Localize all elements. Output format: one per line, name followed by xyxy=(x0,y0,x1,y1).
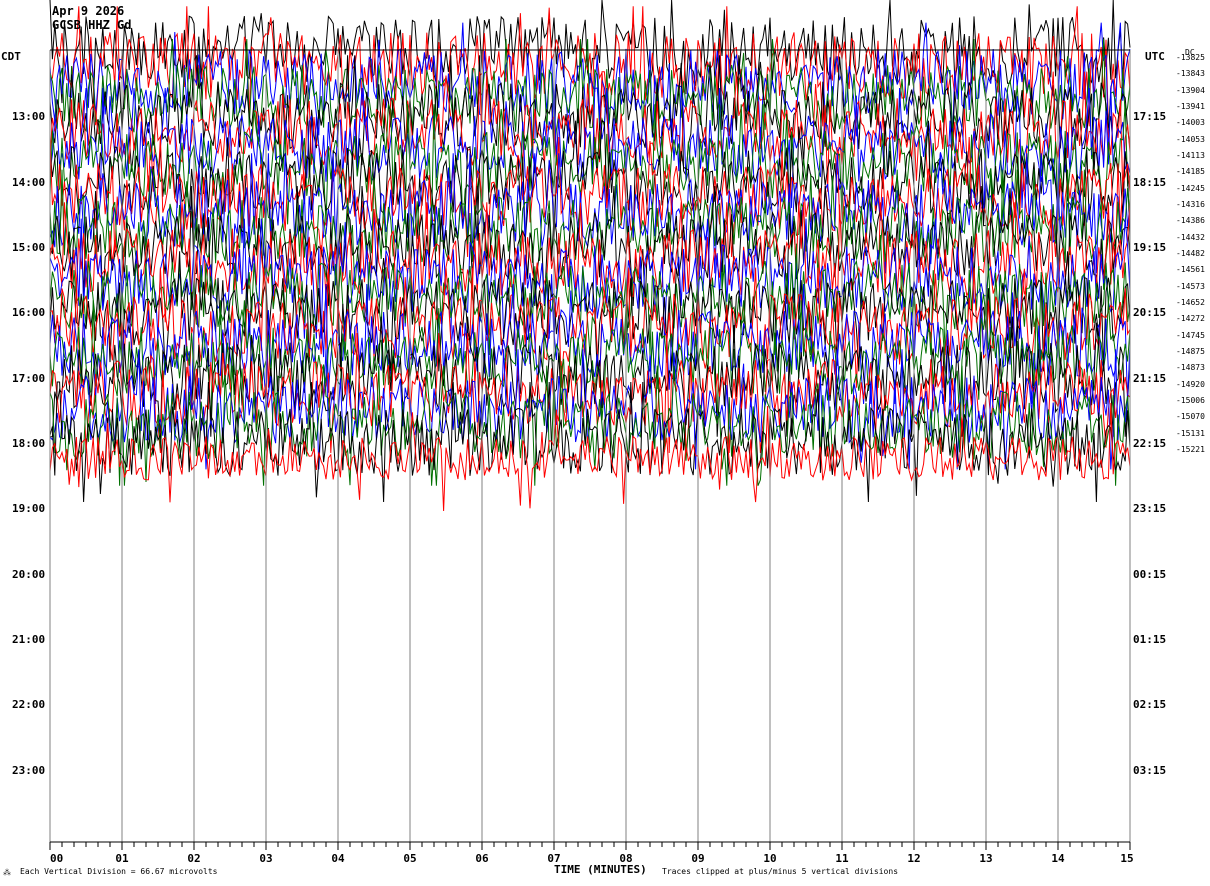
local-hour-label: 21:00 xyxy=(12,633,46,646)
dc-offset-label: -14573 xyxy=(1176,281,1205,291)
dc-offset-label: -14245 xyxy=(1176,183,1205,193)
x-tick-label: 08 xyxy=(619,852,632,865)
x-tick-label: 07 xyxy=(547,852,560,865)
station-channel: GCSB HHZ Gd xyxy=(52,18,132,32)
dc-offset-label: -14113 xyxy=(1176,151,1205,160)
trace-line xyxy=(49,349,1131,470)
trace-line xyxy=(49,251,1131,372)
utc-hour-label: 22:15 xyxy=(1133,437,1167,450)
seismic-traces xyxy=(49,0,1131,512)
trace-line xyxy=(49,71,1131,193)
x-tick-label: 05 xyxy=(403,852,416,865)
x-tick-label: 12 xyxy=(907,852,920,865)
x-tick-label: 09 xyxy=(691,852,704,865)
dc-offset-header: DC xyxy=(1185,48,1195,57)
utc-hour-label: 23:15 xyxy=(1133,502,1167,516)
dc-offset-label: -14272 xyxy=(1176,314,1205,324)
trace-line xyxy=(49,169,1131,290)
local-hour-label: 14:00 xyxy=(12,175,46,189)
dc-offset-label: -14652 xyxy=(1176,298,1205,307)
utc-hour-label: 17:15 xyxy=(1133,110,1167,124)
x-axis-title: TIME (MINUTES) xyxy=(554,863,647,876)
x-tick-label: 06 xyxy=(475,852,489,865)
dc-offset-label: -14482 xyxy=(1176,249,1205,258)
trace-line xyxy=(49,87,1131,209)
time-axis: 00 01 02 03 04 05 06 07 08 09 10 11 12 13 14 15 xyxy=(49,841,1134,865)
utc-hour-label: 18:15 xyxy=(1133,175,1167,189)
x-tick-label: 02 xyxy=(187,852,200,865)
local-hour-label: 19:00 xyxy=(12,502,46,516)
trace-line xyxy=(49,55,1131,178)
trace-line xyxy=(49,332,1131,454)
dc-offset-label: -14003 xyxy=(1176,118,1205,128)
dc-offset-label: -14053 xyxy=(1176,134,1205,144)
utc-hour-label: 00:15 xyxy=(1133,567,1167,581)
dc-offset-label: -14745 xyxy=(1176,330,1205,340)
dc-offset-label: -15070 xyxy=(1176,412,1205,422)
utc-hour-label: 01:15 xyxy=(1133,633,1167,646)
utc-hour-label: 20:15 xyxy=(1133,306,1167,320)
local-hour-label: 13:00 xyxy=(12,110,46,124)
dc-offset-label: -15131 xyxy=(1176,428,1205,438)
local-hour-label: 15:00 xyxy=(12,241,46,254)
clip-note: Traces clipped at plus/minus 5 vertical … xyxy=(662,867,899,876)
utc-timezone-label: UTC xyxy=(1145,50,1165,63)
dc-offset-label: -14386 xyxy=(1176,216,1205,226)
trace-line xyxy=(49,136,1131,258)
local-hour-label: 16:00 xyxy=(12,306,46,320)
utc-hour-label: 19:15 xyxy=(1133,241,1167,254)
vertical-division-note: Each Vertical Division = 66.67 microvolt… xyxy=(20,867,218,876)
trace-line xyxy=(49,234,1131,356)
local-hour-label: 20:00 xyxy=(12,567,46,581)
x-tick-label: 01 xyxy=(115,852,129,865)
dc-offset-label: -14185 xyxy=(1176,167,1205,177)
local-timezone-label: CDT xyxy=(1,50,21,63)
utc-hour-label: 21:15 xyxy=(1133,371,1167,385)
minute-gridlines xyxy=(49,49,1131,842)
dc-offset-label: -13843 xyxy=(1176,69,1205,79)
x-tick-label: 00 xyxy=(50,852,63,865)
trace-line xyxy=(49,365,1131,486)
dc-offset-label: -13941 xyxy=(1176,102,1205,111)
local-hour-label: 17:00 xyxy=(12,371,46,385)
dc-offset-label: -14920 xyxy=(1176,379,1205,389)
dc-offset-label: -13825 xyxy=(1176,53,1205,62)
trace-line xyxy=(49,185,1131,307)
utc-hour-label: 02:15 xyxy=(1133,698,1167,712)
dc-offset-label: -15006 xyxy=(1176,396,1205,405)
dc-offset-label: -15221 xyxy=(1176,445,1205,454)
x-tick-label: 04 xyxy=(331,852,345,865)
dc-offset-label: -14432 xyxy=(1176,232,1205,242)
dc-offset-label: -14873 xyxy=(1176,363,1205,373)
trace-line xyxy=(49,267,1131,388)
record-date: Apr 9 2026 xyxy=(52,4,125,18)
trace-line xyxy=(49,218,1131,339)
utc-hour-label: 03:15 xyxy=(1133,763,1167,777)
footer-marker: ⁂ xyxy=(3,868,11,877)
x-tick-label: 13 xyxy=(979,852,992,865)
local-hour-label: 23:00 xyxy=(12,763,46,777)
x-tick-label: 11 xyxy=(835,852,849,865)
dc-offset-label: -14316 xyxy=(1176,200,1205,209)
x-tick-label: 14 xyxy=(1051,852,1065,865)
dc-offset-label: -14561 xyxy=(1176,265,1205,275)
x-tick-label: 15 xyxy=(1120,852,1133,865)
local-hour-label: 22:00 xyxy=(12,698,46,712)
trace-line xyxy=(49,22,1131,144)
x-tick-label: 10 xyxy=(763,852,776,865)
local-hour-label: 18:00 xyxy=(12,437,46,450)
x-tick-label: 03 xyxy=(259,852,272,865)
dc-offset-label: -13904 xyxy=(1176,85,1205,95)
dc-offset-label: -14875 xyxy=(1176,347,1205,356)
trace-line xyxy=(49,300,1131,421)
trace-line xyxy=(50,316,1131,438)
trace-line xyxy=(49,402,1131,512)
